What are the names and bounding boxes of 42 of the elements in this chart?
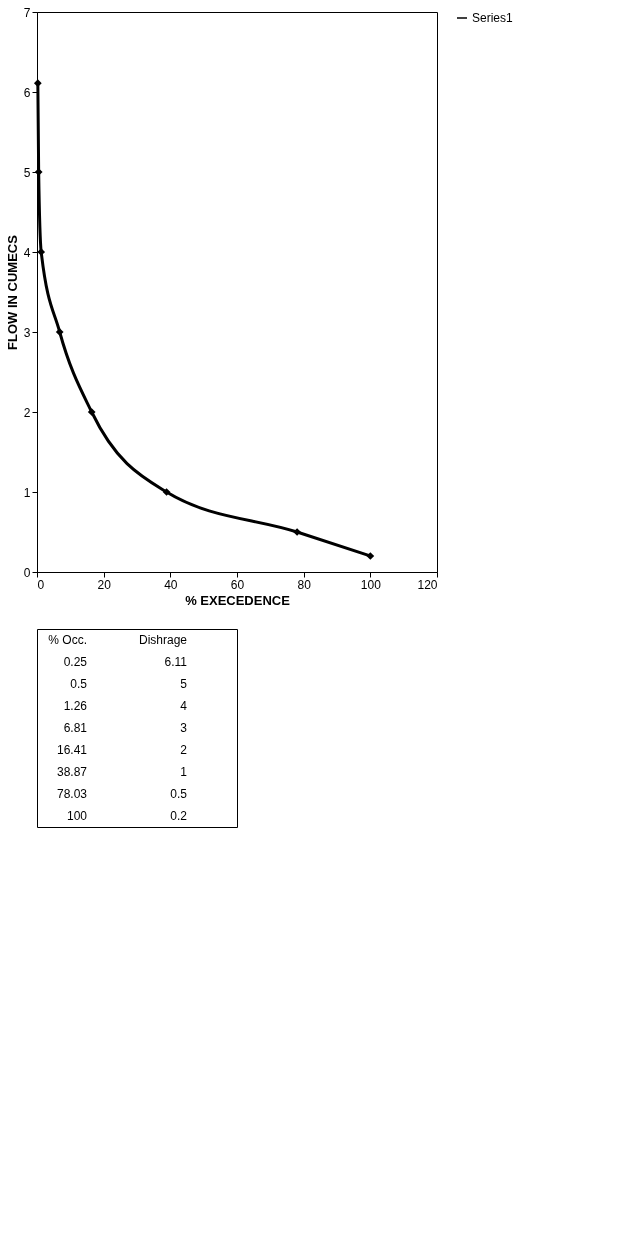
text: 0.5 xyxy=(170,787,188,801)
y-tick-label: 6 xyxy=(23,85,31,100)
text: 0.25 xyxy=(63,655,88,669)
text: 78.03 xyxy=(56,787,88,801)
text: 3 xyxy=(180,721,188,735)
text: 1.26 xyxy=(63,699,88,713)
point xyxy=(162,488,171,496)
text: 0.2 xyxy=(170,809,188,823)
x-axis-title: % EXECEDENCE xyxy=(185,592,291,608)
text: 4 xyxy=(180,699,188,713)
x-tick-label: 20 xyxy=(97,577,112,592)
x-tick-label: 120 xyxy=(417,577,438,592)
point xyxy=(34,168,43,176)
text: 6.11 xyxy=(164,655,188,669)
x-tick-label: 80 xyxy=(297,577,312,592)
y-tick-label: 1 xyxy=(23,485,31,500)
x-tick-label: 0 xyxy=(37,577,45,592)
y-tick-label: 4 xyxy=(23,245,31,260)
text: % Occ. xyxy=(48,633,87,647)
text: 0.5 xyxy=(70,677,88,691)
y-tick-label: 7 xyxy=(23,5,31,20)
text: 16.41 xyxy=(56,743,88,757)
x-tick-label: 40 xyxy=(164,577,178,592)
x-tick-label: 100 xyxy=(360,577,382,592)
text: 5 xyxy=(180,677,188,691)
y-tick-label: 0 xyxy=(23,565,31,580)
y-axis-title: FLOW IN CUMECS xyxy=(4,234,20,350)
x-tick-label: 60 xyxy=(230,577,245,592)
text: 100 xyxy=(66,809,88,823)
y-tick-label: 3 xyxy=(23,325,31,340)
y-tick-label: 5 xyxy=(23,165,31,180)
point xyxy=(87,408,96,416)
text: 1 xyxy=(180,765,188,779)
point xyxy=(366,552,375,560)
text: 2 xyxy=(180,743,188,757)
text: Dishrage xyxy=(138,633,188,647)
point xyxy=(37,248,46,256)
point xyxy=(55,328,64,336)
text: 6.81 xyxy=(63,721,88,735)
y-tick-label: 2 xyxy=(23,405,31,420)
text: 38.87 xyxy=(56,765,88,779)
legend-label: Series1 xyxy=(472,11,514,25)
